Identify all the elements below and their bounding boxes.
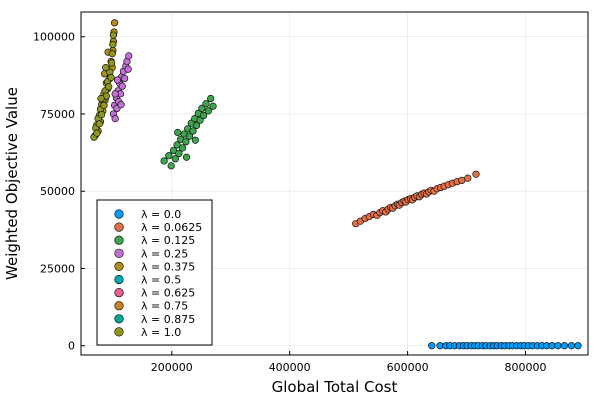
y-tick-label: 0	[68, 340, 75, 353]
data-point	[185, 132, 194, 140]
y-tick-label: 100000	[33, 31, 75, 44]
data-point	[113, 76, 122, 84]
legend-marker	[114, 235, 124, 245]
data-point	[428, 342, 436, 350]
legend-marker	[114, 274, 124, 285]
data-point	[200, 111, 208, 120]
data-point	[165, 152, 173, 160]
data-point	[108, 59, 116, 67]
data-point	[111, 19, 119, 27]
legend-label: λ = 0.5	[141, 274, 181, 287]
plot-frame	[80, 11, 589, 356]
data-point	[175, 149, 183, 158]
data-point	[554, 342, 562, 350]
legend-label: λ = 0.0	[141, 208, 181, 221]
data-point	[97, 94, 105, 103]
data-point	[178, 144, 186, 152]
data-point	[111, 90, 119, 98]
legend-label: λ = 0.125	[141, 234, 195, 247]
data-point	[107, 73, 115, 82]
data-point	[160, 157, 168, 165]
data-point	[124, 65, 132, 73]
y-tick-label: 75000	[40, 108, 75, 121]
x-tick-label: 800000	[505, 361, 547, 374]
legend-marker	[114, 261, 124, 272]
data-point	[121, 74, 129, 83]
data-point	[567, 342, 576, 350]
data-point	[209, 102, 217, 110]
x-axis-label: Global Total Cost	[272, 378, 398, 396]
legend-marker	[114, 301, 124, 311]
y-axis-label: Weighted Objective Value	[3, 87, 21, 280]
legend-label: λ = 0.75	[141, 300, 188, 313]
data-point	[100, 101, 108, 109]
legend-marker	[114, 248, 124, 258]
x-tick-label: 400000	[269, 361, 311, 374]
x-tick-label: 600000	[387, 361, 429, 374]
legend-marker	[114, 222, 124, 232]
data-point	[169, 146, 178, 155]
data-point	[191, 136, 199, 144]
data-point	[111, 115, 119, 123]
data-point	[189, 127, 197, 135]
legend-label: λ = 0.375	[141, 260, 195, 273]
legend-marker	[114, 209, 124, 219]
legend-label: λ = 0.875	[141, 313, 195, 326]
legend-marker	[114, 288, 124, 298]
data-point	[125, 52, 133, 60]
data-point	[198, 104, 206, 113]
data-point	[207, 94, 215, 103]
data-point	[98, 110, 106, 119]
data-point	[174, 128, 182, 137]
legend-label: λ = 1.0	[141, 326, 181, 339]
data-point	[472, 170, 480, 178]
data-point	[108, 50, 116, 58]
data-point	[105, 83, 113, 91]
data-point	[192, 121, 201, 130]
data-point	[171, 155, 179, 163]
data-points	[90, 19, 582, 350]
data-point	[182, 153, 191, 161]
data-point	[167, 162, 175, 170]
data-point	[118, 82, 126, 90]
data-point	[464, 174, 472, 182]
axis-ticks: 200000 400000 600000 800000 0 25000 50000 75000…	[33, 31, 547, 374]
data-point	[117, 101, 125, 109]
x-tick-label: 200000	[151, 361, 193, 374]
data-point	[204, 107, 212, 115]
legend-marker	[114, 314, 124, 324]
data-point	[102, 64, 110, 72]
data-point	[93, 129, 101, 137]
data-point	[560, 342, 569, 350]
legend-label: λ = 0.25	[141, 247, 188, 260]
legend-label: λ = 0.0625	[141, 221, 202, 234]
legend-marker	[114, 327, 124, 337]
data-point	[109, 40, 117, 49]
data-point	[173, 141, 181, 149]
data-point	[574, 342, 582, 350]
legend-label: λ = 0.625	[141, 287, 195, 300]
data-point	[202, 100, 210, 108]
data-point	[95, 120, 103, 128]
y-tick-label: 25000	[40, 262, 75, 275]
data-point	[182, 138, 190, 146]
data-point	[109, 31, 118, 39]
y-tick-label: 50000	[40, 185, 75, 198]
